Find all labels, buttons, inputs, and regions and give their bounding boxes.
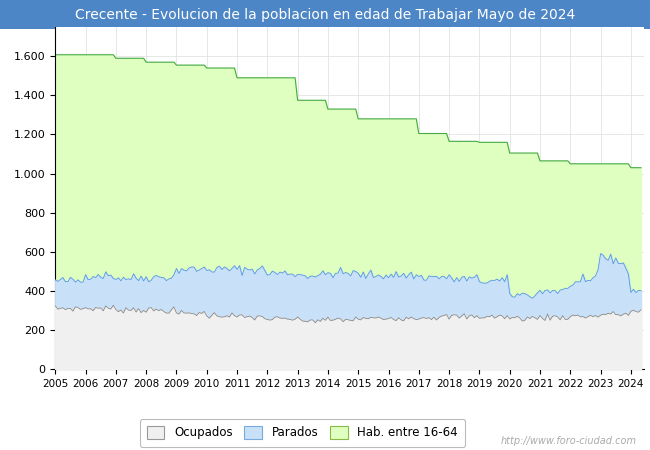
Text: http://www.foro-ciudad.com: http://www.foro-ciudad.com [501, 436, 637, 446]
Text: Crecente - Evolucion de la poblacion en edad de Trabajar Mayo de 2024: Crecente - Evolucion de la poblacion en … [75, 8, 575, 22]
Legend: Ocupados, Parados, Hab. entre 16-64: Ocupados, Parados, Hab. entre 16-64 [140, 419, 465, 446]
